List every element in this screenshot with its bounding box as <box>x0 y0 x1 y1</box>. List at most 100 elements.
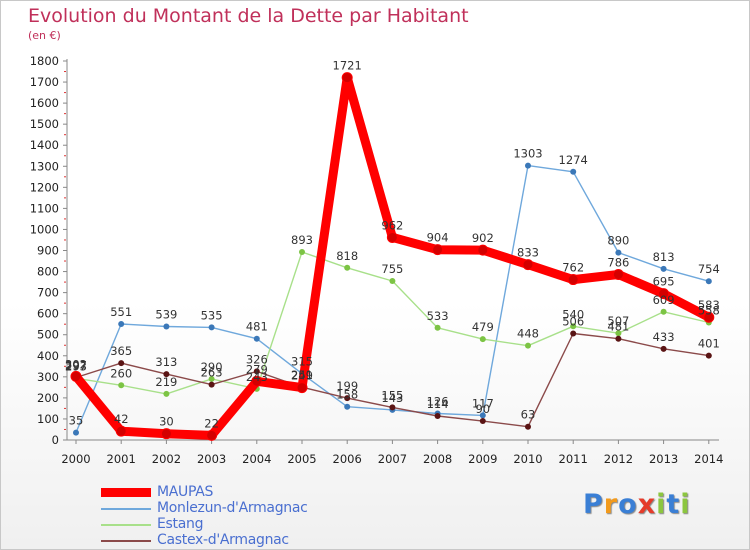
data-point-monlezun-d-armagnac <box>525 162 531 169</box>
data-point-maupas <box>567 274 579 286</box>
y-tick-label: 1100 <box>30 201 59 215</box>
data-label-maupas: 302 <box>65 357 87 371</box>
data-point-maupas <box>160 428 172 440</box>
data-label-monlezun-d-armagnac: 813 <box>653 250 675 264</box>
data-point-castex-d-armagnac <box>389 404 396 411</box>
x-tick-label: 2001 <box>107 452 136 466</box>
data-point-maupas <box>703 311 715 323</box>
logo-letter: t <box>666 489 681 520</box>
x-tick-label: 2000 <box>61 452 90 466</box>
x-tick-label: 2003 <box>197 452 226 466</box>
y-tick-label: 0 <box>52 433 59 447</box>
y-tick-label: 600 <box>37 307 59 321</box>
data-point-monlezun-d-armagnac <box>570 168 577 175</box>
data-point-castex-d-armagnac <box>705 352 712 359</box>
legend-swatch <box>101 540 151 542</box>
x-tick-label: 2008 <box>423 452 452 466</box>
data-label-castex-d-armagnac: 251 <box>291 368 313 382</box>
x-tick-label: 2012 <box>604 452 633 466</box>
y-tick-label: 400 <box>37 349 59 363</box>
data-point-maupas <box>115 425 127 437</box>
data-point-castex-d-armagnac <box>479 418 486 425</box>
data-label-maupas: 904 <box>427 231 449 245</box>
legend-label: MAUPAS <box>157 484 214 500</box>
data-point-monlezun-d-armagnac <box>705 278 712 285</box>
data-label-estang: 893 <box>291 233 313 247</box>
y-tick-label: 500 <box>37 328 59 342</box>
x-tick-label: 2002 <box>152 452 181 466</box>
data-label-monlezun-d-armagnac: 890 <box>607 234 629 248</box>
data-point-maupas <box>432 244 444 256</box>
legend-swatch <box>101 488 151 497</box>
x-tick-label: 2005 <box>287 452 316 466</box>
data-label-estang: 533 <box>427 309 449 323</box>
data-label-monlezun-d-armagnac: 754 <box>698 262 720 276</box>
x-tick-label: 2009 <box>468 452 497 466</box>
data-point-maupas <box>341 72 353 84</box>
data-point-estang <box>615 330 622 337</box>
data-label-monlezun-d-armagnac: 539 <box>155 308 177 322</box>
data-point-estang <box>479 336 486 343</box>
data-point-castex-d-armagnac <box>615 335 622 342</box>
x-tick-label: 2013 <box>649 452 678 466</box>
y-tick-label: 1700 <box>30 75 59 89</box>
data-label-maupas: 902 <box>472 231 494 245</box>
legend-label: Monlezun-d'Armagnac <box>157 500 308 516</box>
data-label-castex-d-armagnac: 365 <box>110 344 132 358</box>
data-point-maupas <box>386 231 398 243</box>
data-label-monlezun-d-armagnac: 551 <box>110 305 132 319</box>
logo-letter: o <box>618 489 638 520</box>
data-point-monlezun-d-armagnac <box>253 335 260 342</box>
y-tick-label: 1500 <box>30 117 59 131</box>
data-label-castex-d-armagnac: 114 <box>427 397 449 411</box>
data-point-maupas <box>522 259 534 271</box>
data-label-castex-d-armagnac: 401 <box>698 337 720 351</box>
data-label-castex-d-armagnac: 433 <box>653 330 675 344</box>
data-label-maupas: 249 <box>291 369 313 383</box>
data-label-monlezun-d-armagnac: 126 <box>427 394 449 408</box>
data-point-monlezun-d-armagnac <box>660 265 667 272</box>
data-label-castex-d-armagnac: 297 <box>65 358 87 372</box>
data-point-estang <box>299 248 305 255</box>
data-point-estang <box>434 324 441 331</box>
data-label-monlezun-d-armagnac: 143 <box>381 391 403 405</box>
data-point-castex-d-armagnac <box>253 368 260 375</box>
data-label-castex-d-armagnac: 263 <box>201 366 223 380</box>
data-point-maupas <box>251 375 263 387</box>
data-label-maupas: 279 <box>246 362 268 376</box>
data-point-castex-d-armagnac <box>570 330 577 337</box>
data-label-castex-d-armagnac: 326 <box>246 352 268 366</box>
logo-letter: i <box>656 489 667 520</box>
data-label-castex-d-armagnac: 155 <box>381 388 403 402</box>
y-tick-label: 900 <box>37 244 59 258</box>
data-label-monlezun-d-armagnac: 35 <box>69 414 84 428</box>
data-point-estang <box>208 375 215 382</box>
logo-letter: i <box>680 489 691 520</box>
data-label-estang: 219 <box>155 375 177 389</box>
y-tick-label: 300 <box>37 370 59 384</box>
data-label-maupas: 1721 <box>333 59 362 73</box>
y-tick-label: 1400 <box>30 138 59 152</box>
chart-unit-label: (en €) <box>28 29 61 42</box>
data-point-maupas <box>206 429 218 441</box>
data-label-estang: 479 <box>472 320 494 334</box>
data-point-estang <box>525 342 531 349</box>
data-label-castex-d-armagnac: 313 <box>155 355 177 369</box>
data-label-monlezun-d-armagnac: 315 <box>291 355 313 369</box>
y-tick-label: 1600 <box>30 96 59 110</box>
data-label-estang: 755 <box>381 262 403 276</box>
data-point-estang <box>163 390 170 397</box>
data-label-monlezun-d-armagnac: 535 <box>201 308 223 322</box>
legend-label: Castex-d'Armagnac <box>157 532 289 548</box>
y-tick-label: 800 <box>37 265 59 279</box>
logo-letter: x <box>637 489 657 520</box>
x-tick-label: 2011 <box>559 452 588 466</box>
data-point-monlezun-d-armagnac <box>479 412 486 419</box>
data-point-castex-d-armagnac <box>434 412 441 419</box>
data-point-maupas <box>658 288 670 300</box>
data-point-monlezun-d-armagnac <box>208 324 215 331</box>
x-tick-label: 2007 <box>378 452 407 466</box>
data-point-castex-d-armagnac <box>208 381 215 388</box>
data-point-monlezun-d-armagnac <box>163 323 170 330</box>
